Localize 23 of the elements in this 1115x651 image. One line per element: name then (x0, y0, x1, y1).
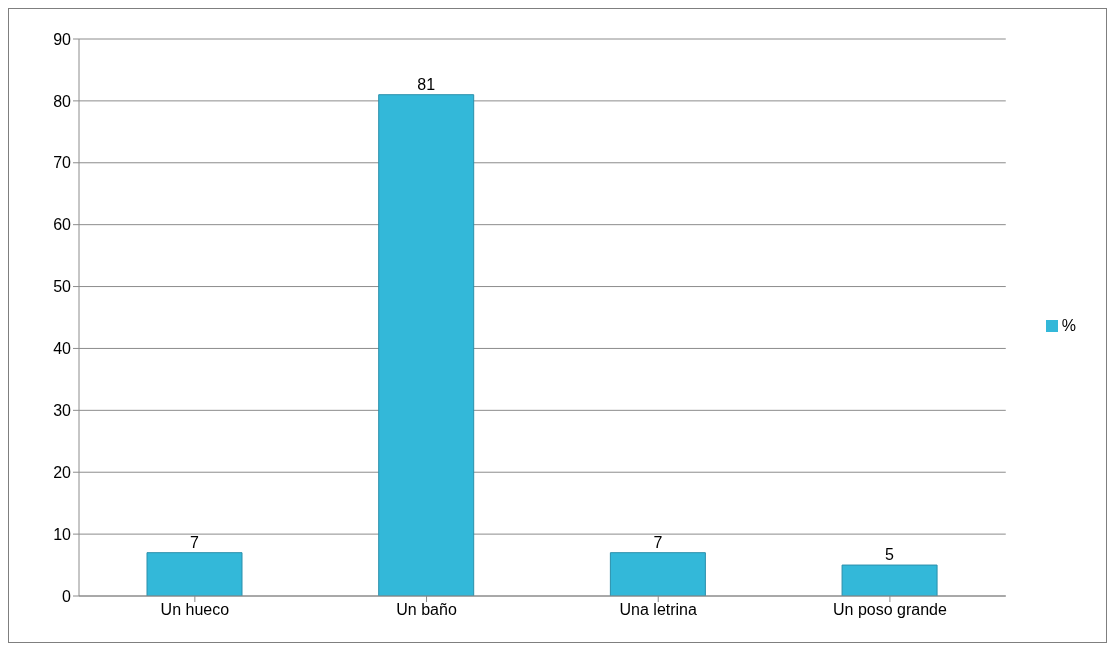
x-tick-label: Un hueco (160, 601, 230, 619)
y-tick-label: 70 (53, 154, 72, 172)
x-tick-label: Un poso grande (832, 601, 947, 619)
legend-label: % (1061, 316, 1076, 334)
bar (146, 552, 243, 596)
x-tick-label: Una letrina (619, 601, 698, 619)
y-tick-label: 80 (53, 92, 72, 110)
y-tick-label: 10 (53, 525, 72, 543)
y-tick-label: 0 (62, 587, 72, 605)
data-label: 5 (885, 546, 895, 564)
y-tick-label: 40 (53, 340, 72, 358)
y-tick-label: 90 (53, 30, 72, 48)
x-tick-label: Un baño (396, 601, 457, 619)
y-tick-label: 30 (53, 402, 72, 420)
y-tick-label: 20 (53, 463, 72, 481)
data-label: 81 (417, 75, 436, 93)
data-label: 7 (653, 533, 663, 551)
bar (841, 564, 938, 596)
bar (609, 552, 706, 596)
data-label: 7 (190, 533, 200, 551)
y-tick-label: 60 (53, 216, 72, 234)
bar (378, 94, 475, 596)
y-tick-label: 50 (53, 278, 72, 296)
